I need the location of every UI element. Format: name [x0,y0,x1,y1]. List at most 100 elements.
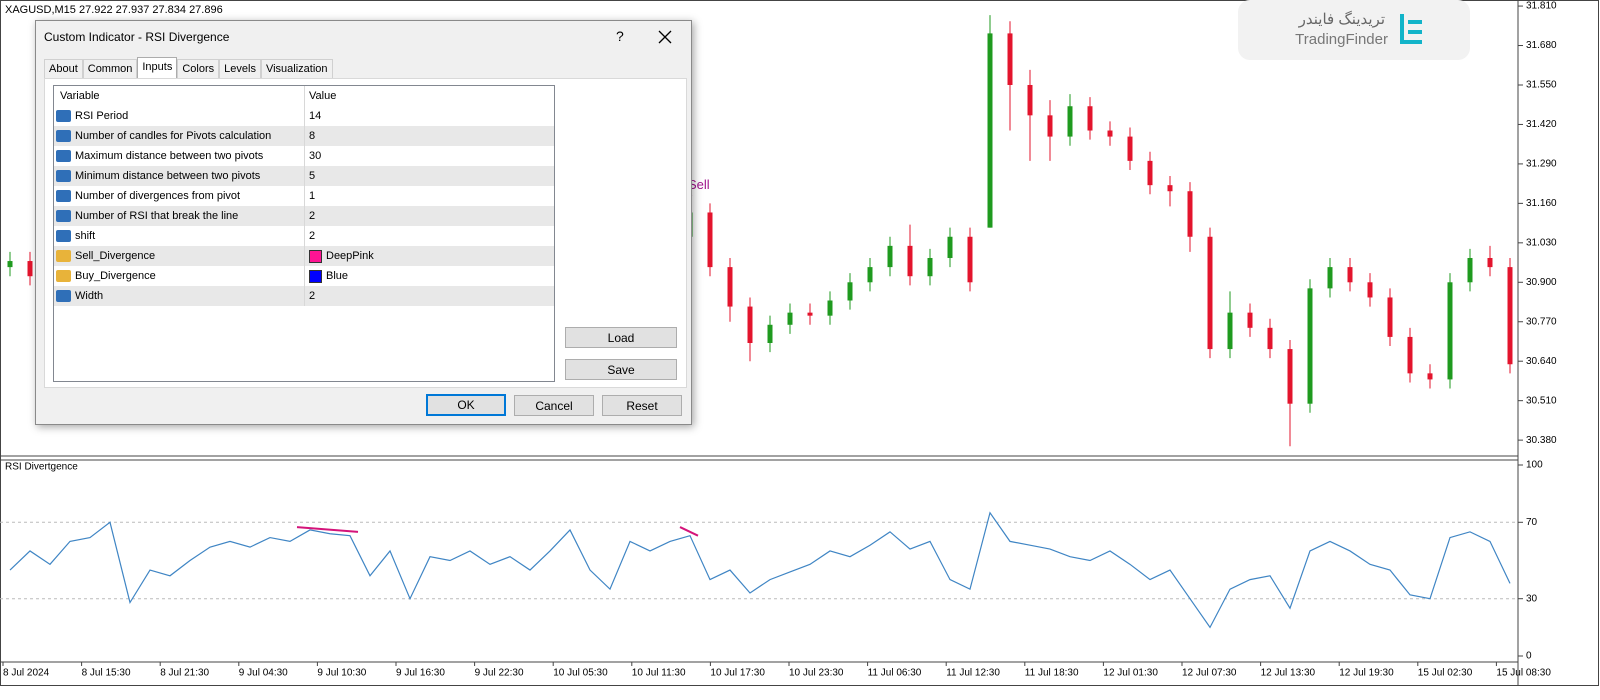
candle-body [747,306,753,343]
variable-cell: Sell_Divergence [54,246,305,266]
candle-body [1387,297,1393,337]
candle-body [1347,267,1353,283]
time-label: 8 Jul 2024 [3,668,50,679]
table-row[interactable]: Buy_Divergence Blue [54,266,554,286]
watermark-logo [1400,14,1422,44]
candle-body [707,212,713,268]
frame [0,0,1599,686]
load-button[interactable]: Load [565,327,677,348]
value-cell: DeepPink [305,249,374,263]
variable-cell: Maximum distance between two pivots [54,146,305,166]
time-label: 8 Jul 15:30 [82,668,131,679]
reset-button[interactable]: Reset [602,395,682,416]
candle-body [1087,106,1093,131]
candle-body [1147,160,1153,186]
tab[interactable]: Common [82,59,138,79]
time-label: 9 Jul 04:30 [239,668,288,679]
candle-body [987,33,993,228]
param-icon [56,250,71,262]
candle-body [1227,312,1233,350]
param-icon [56,170,71,182]
table-row[interactable]: RSI Period 14 [54,106,554,126]
save-button[interactable]: Save [565,359,677,380]
candle-body [1107,130,1113,137]
symbol-info: XAGUSD,M15 27.922 27.937 27.834 27.896 [5,4,223,16]
table-row[interactable]: Number of candles for Pivots calculation… [54,126,554,146]
variable-cell: Minimum distance between two pivots [54,166,305,186]
candle-body [7,261,13,268]
price-tick-label: 30.640 [1526,356,1557,367]
candle-body [27,261,33,277]
help-button[interactable]: ? [616,28,624,44]
table-row[interactable]: Number of divergences from pivot 1 [54,186,554,206]
tab[interactable]: Levels [219,59,261,79]
indicator-dialog: Custom Indicator - RSI Divergence ? Abou… [35,20,692,425]
tab[interactable]: Inputs [137,57,178,80]
time-label: 9 Jul 16:30 [396,668,445,679]
dialog-title: Custom Indicator - RSI Divergence [44,30,230,44]
price-tick-label: 31.550 [1526,80,1557,91]
candle-body [1367,282,1373,298]
time-label: 11 Jul 12:30 [946,668,1000,679]
param-icon [56,270,71,282]
value-text: 8 [309,130,316,142]
time-label: 10 Jul 23:30 [789,668,844,679]
table-row[interactable]: Maximum distance between two pivots 30 [54,146,554,166]
variable-name: Number of candles for Pivots calculation [75,130,272,142]
table-row[interactable]: Number of RSI that break the line 2 [54,206,554,226]
candle-body [727,267,733,307]
value-text: 30 [309,150,322,162]
tab[interactable]: About [44,59,83,79]
candle-body [1467,258,1473,283]
candle-body [787,312,793,325]
ok-button[interactable]: OK [426,394,506,416]
price-tick-label: 31.160 [1526,198,1557,209]
price-tick-label: 30.900 [1526,277,1557,288]
candle-body [967,236,973,283]
value-text: DeepPink [326,250,374,262]
table-row[interactable]: Width 2 [54,286,554,306]
time-label: 9 Jul 10:30 [317,668,366,679]
price-tick-label: 31.420 [1526,119,1557,130]
variable-name: Minimum distance between two pivots [75,170,261,182]
close-button[interactable] [658,30,672,44]
cancel-button[interactable]: Cancel [514,395,594,416]
time-label: 15 Jul 08:30 [1496,668,1551,679]
table-row[interactable]: Sell_Divergence DeepPink [54,246,554,266]
candle-body [947,236,953,259]
time-label: 11 Jul 18:30 [1025,668,1079,679]
price-tick-label: 31.290 [1526,159,1557,170]
value-text: 5 [309,170,316,182]
time-label: 10 Jul 05:30 [553,668,608,679]
param-icon [56,230,71,242]
candle-body [1327,267,1333,289]
rsi-tick-label: 70 [1526,517,1538,528]
candle-body [1307,288,1313,404]
color-swatch [309,249,322,263]
time-label: 9 Jul 22:30 [475,668,524,679]
price-tick-label: 30.770 [1526,316,1557,327]
rsi-tick-label: 30 [1526,593,1538,604]
value-text: 14 [309,110,322,122]
watermark-box [1238,0,1470,60]
candle-body [1287,349,1293,404]
candle-body [1167,185,1173,192]
table-row[interactable]: Minimum distance between two pivots 5 [54,166,554,186]
color-swatch [309,269,322,283]
table-row[interactable]: shift 2 [54,226,554,246]
variable-name: Sell_Divergence [75,250,156,262]
candle-body [1267,327,1273,350]
table-header: Variable Value [54,86,554,106]
value-text: 2 [309,210,316,222]
candle-body [1187,191,1193,237]
candle-body [827,300,833,316]
param-icon [56,130,71,142]
candle-body [1247,312,1253,328]
tab[interactable]: Colors [177,59,220,79]
value-cell: 2 [305,230,315,242]
tab-bar: About Common Inputs Colors Levels Visualizati… [44,57,333,80]
tab[interactable]: Visualization [260,59,333,79]
value-cell: 5 [305,170,315,182]
value-cell: 2 [305,210,315,222]
param-icon [56,190,71,202]
